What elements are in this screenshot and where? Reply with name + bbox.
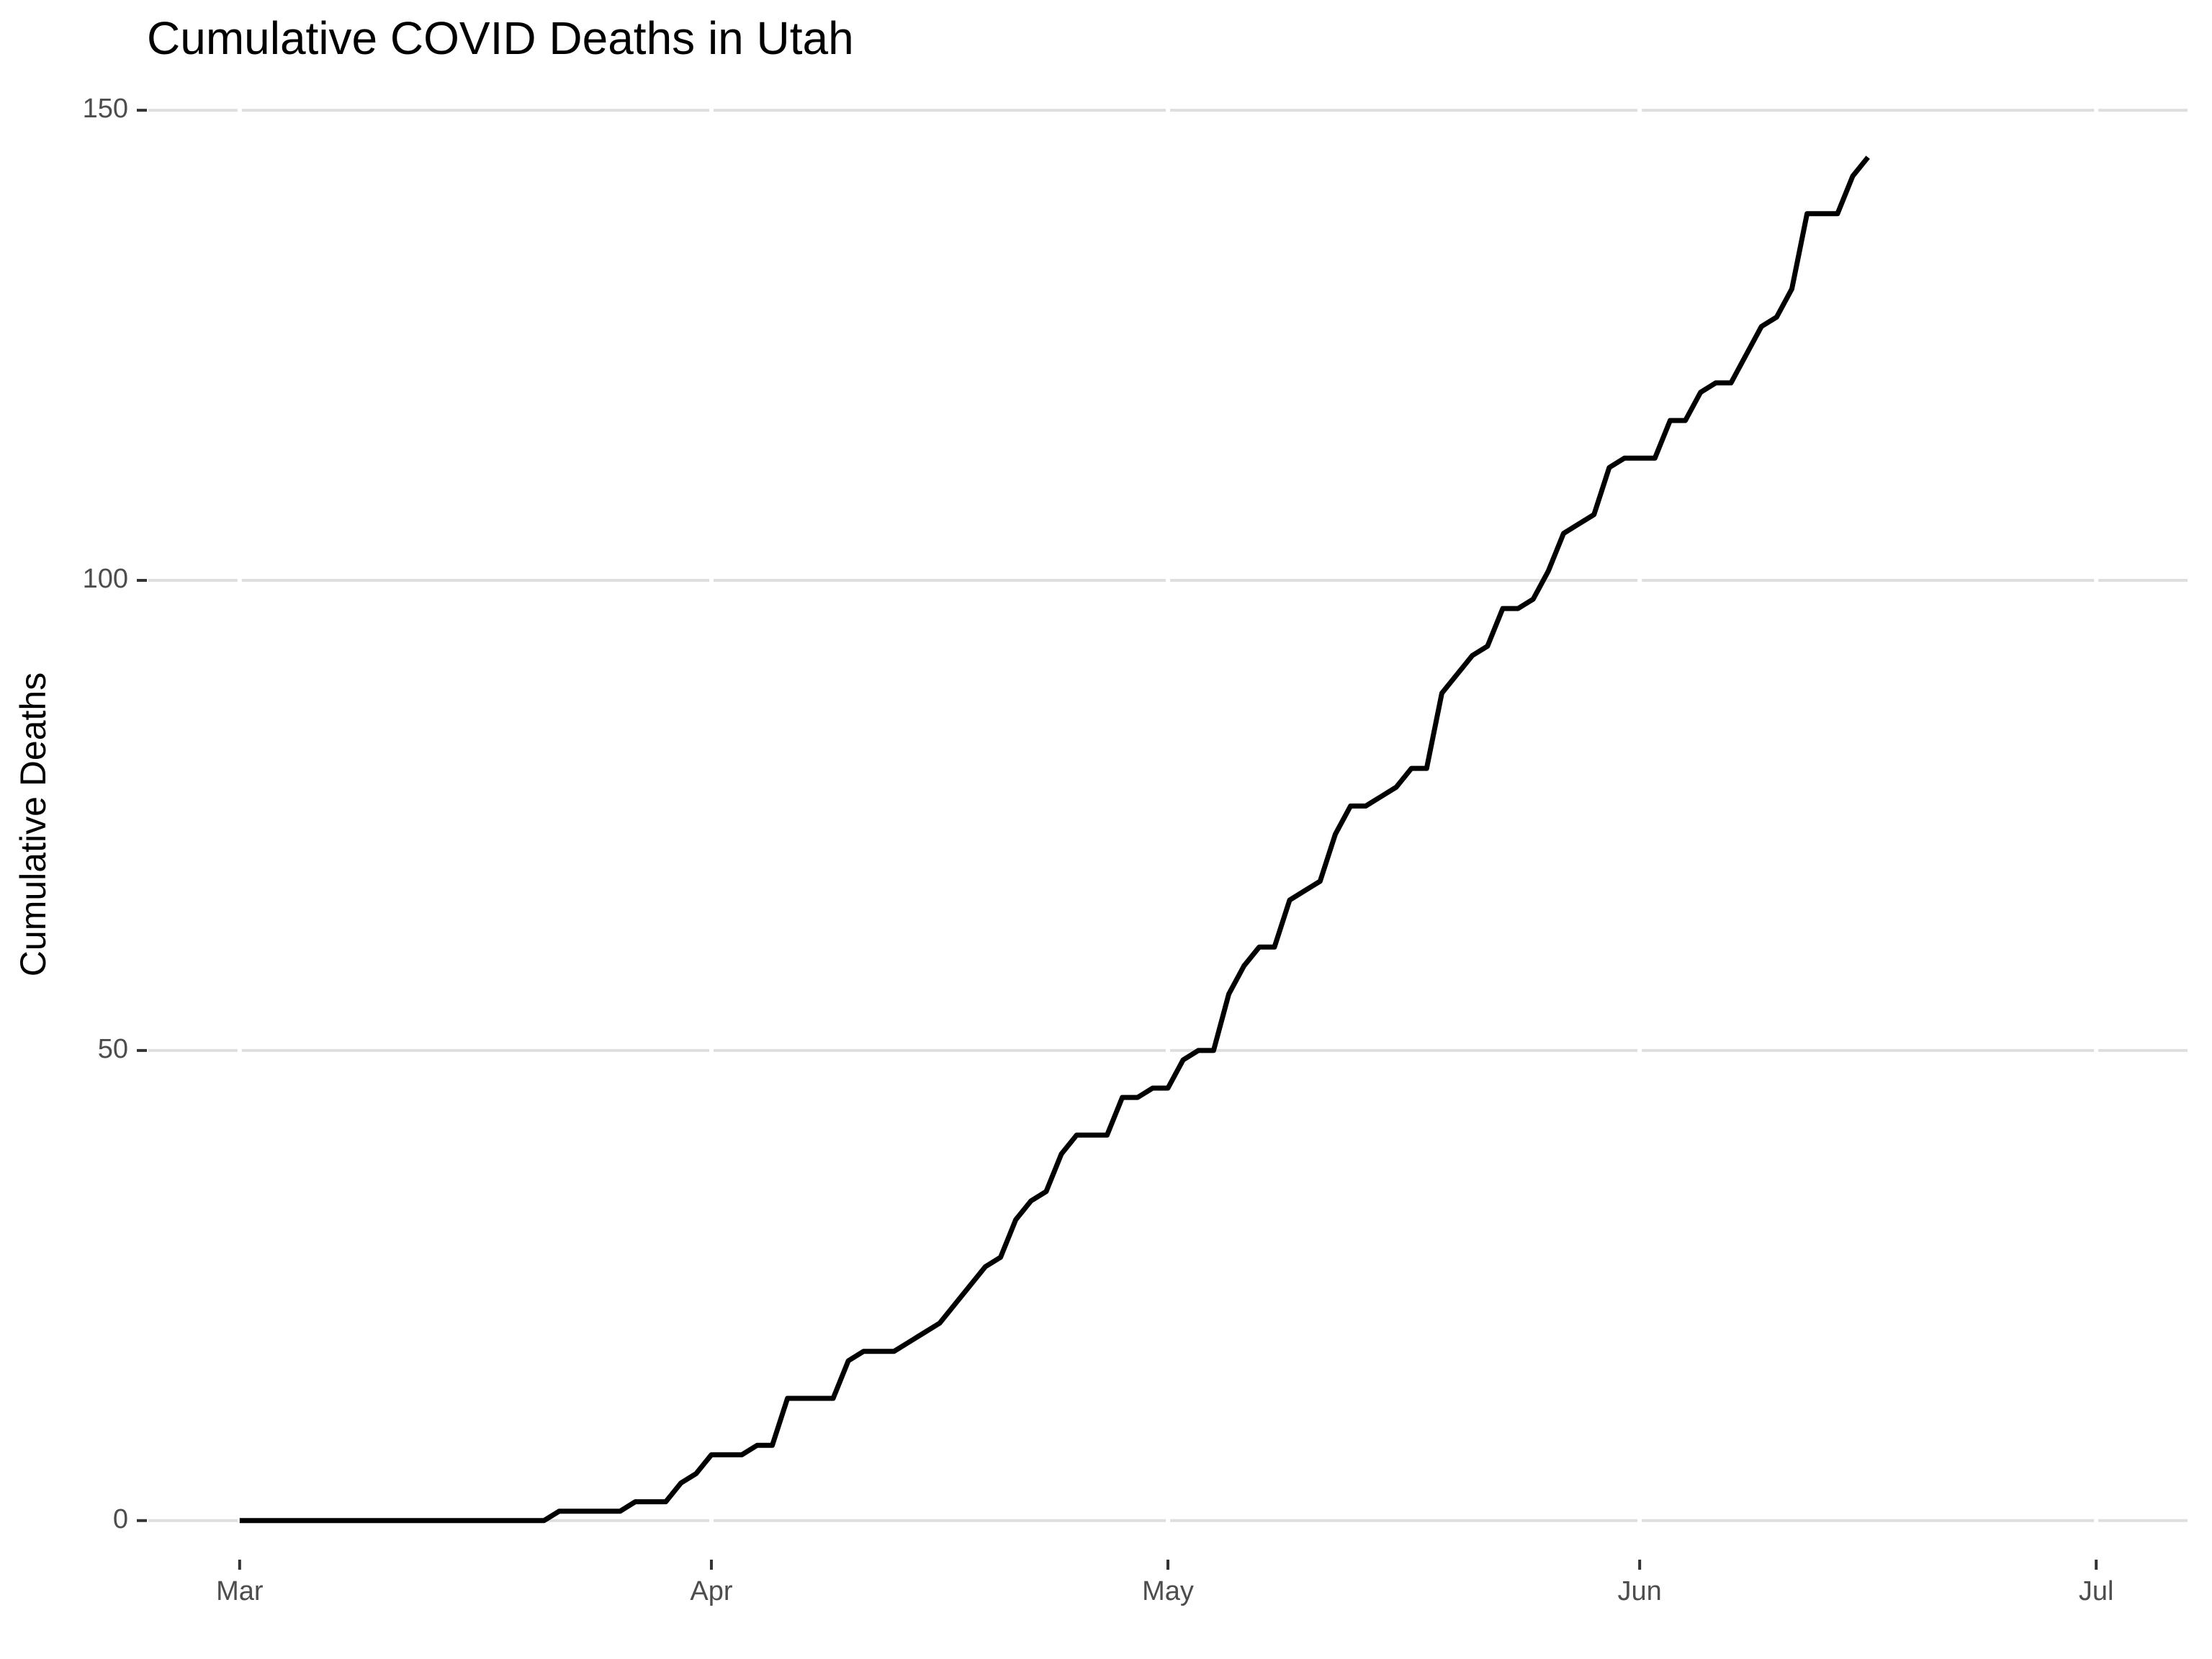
- data-line: [239, 156, 1870, 1524]
- x-tick-label: May: [1142, 1576, 1194, 1606]
- x-tick-label: Mar: [216, 1576, 264, 1606]
- y-axis-label: Cumulative Deaths: [13, 673, 53, 976]
- x-tick-label: Jun: [1618, 1576, 1662, 1606]
- y-tick-label: 100: [83, 564, 128, 594]
- x-tick-label: Jul: [2079, 1576, 2114, 1606]
- x-tick-label: Apr: [690, 1576, 732, 1606]
- chart-title: Cumulative COVID Deaths in Utah: [147, 12, 854, 64]
- y-tick-label: 0: [113, 1504, 128, 1534]
- y-tick-label: 50: [98, 1034, 128, 1064]
- y-tick-label: 150: [83, 94, 128, 124]
